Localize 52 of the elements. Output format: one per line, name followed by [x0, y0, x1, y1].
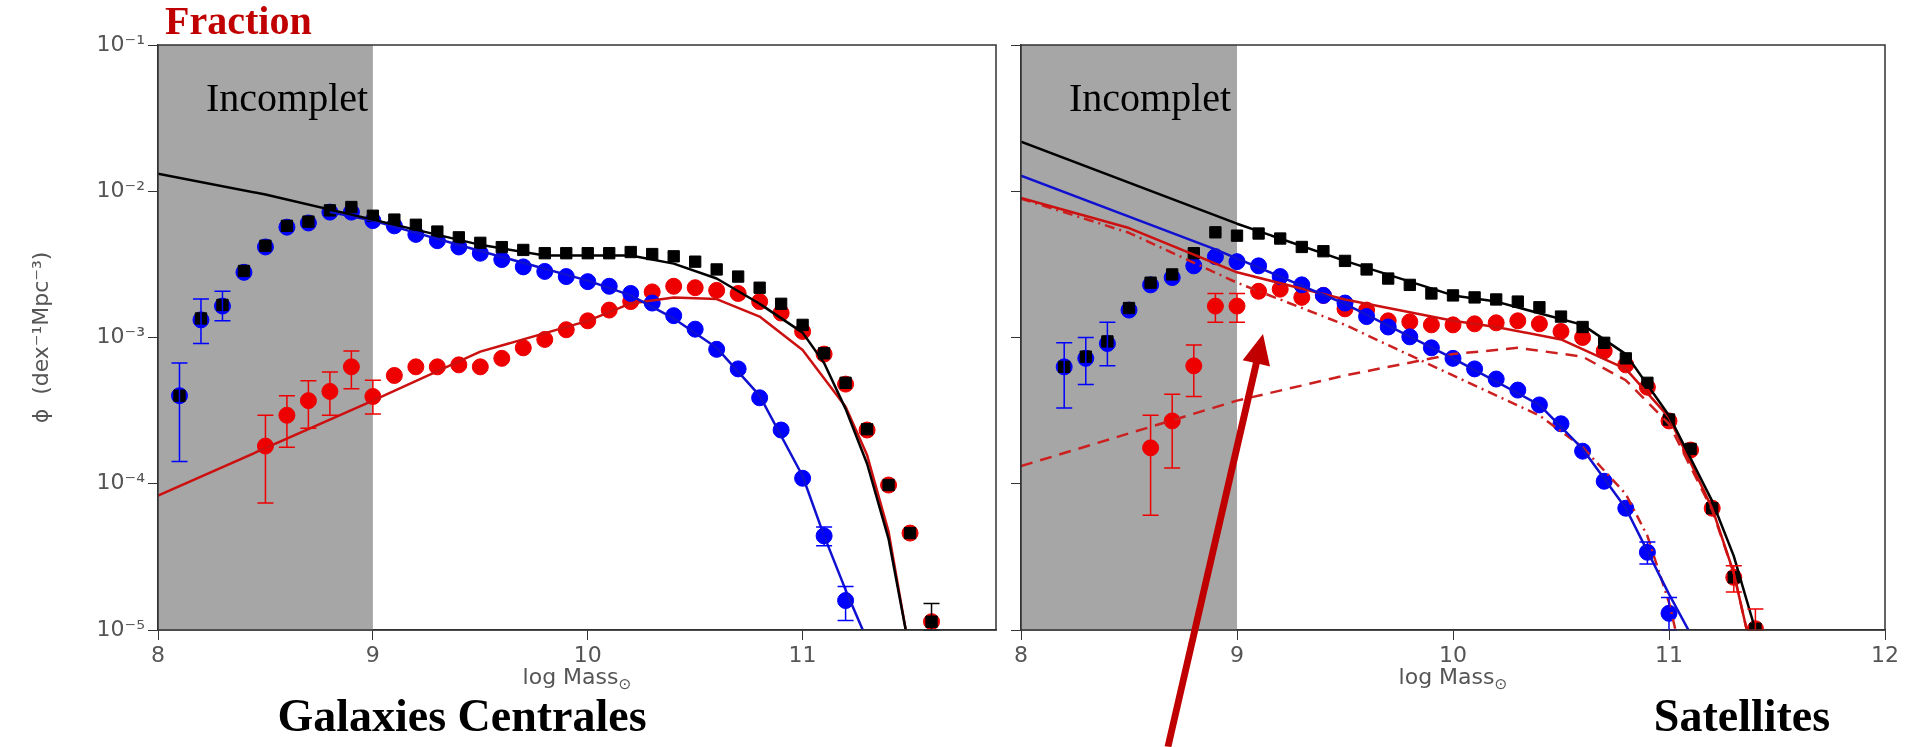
text: Satellites	[1653, 690, 1831, 741]
x-tick-label: 9	[365, 641, 380, 667]
point	[732, 270, 745, 283]
point	[1230, 229, 1244, 242]
x-tick-label: 11	[1655, 641, 1683, 667]
point	[1422, 316, 1440, 334]
point	[710, 263, 723, 276]
y-tick-label: 10⁻⁵	[96, 615, 145, 641]
point	[1530, 315, 1548, 333]
point	[1209, 226, 1222, 239]
point	[1533, 301, 1546, 314]
point	[1142, 439, 1160, 457]
point	[345, 200, 358, 214]
point	[667, 250, 680, 263]
point	[753, 281, 766, 294]
band-label: Incomplet	[1069, 75, 1232, 120]
text: Galaxies Centrales	[276, 690, 648, 742]
point	[689, 255, 702, 268]
point	[1468, 291, 1481, 304]
point	[493, 349, 511, 367]
point	[1401, 313, 1419, 331]
point	[1511, 295, 1524, 308]
point	[342, 358, 360, 376]
point	[471, 358, 489, 376]
point	[299, 392, 317, 410]
point	[1509, 312, 1527, 330]
y-axis-title: ϕ (dex⁻¹Mpc⁻³)	[27, 251, 53, 424]
x-tick-label: 8	[1014, 641, 1028, 667]
band-label: Incomplet	[206, 75, 369, 120]
x-tick-label: 9	[1230, 641, 1244, 667]
x-tick-label: 12	[1871, 641, 1899, 667]
point	[514, 339, 532, 357]
point	[1425, 287, 1438, 300]
point	[1552, 322, 1570, 340]
y-tick-label: 10⁻³	[96, 323, 145, 349]
point	[1250, 282, 1268, 300]
point	[1122, 301, 1136, 315]
y-tick-label: 10⁻⁴	[96, 469, 146, 495]
point	[686, 279, 704, 297]
point	[774, 297, 788, 310]
chart-title: Fraction	[165, 0, 312, 43]
y-tick-label: 10⁻²	[96, 176, 145, 202]
x-tick-label: 8	[151, 641, 165, 667]
y-tick-label: 10⁻¹	[96, 30, 145, 56]
point	[1206, 297, 1224, 315]
x-tick-label: 11	[788, 641, 817, 667]
point	[1490, 293, 1503, 306]
point	[407, 358, 425, 376]
point	[796, 318, 809, 332]
point	[708, 281, 726, 299]
point	[665, 277, 683, 295]
point	[385, 366, 403, 384]
